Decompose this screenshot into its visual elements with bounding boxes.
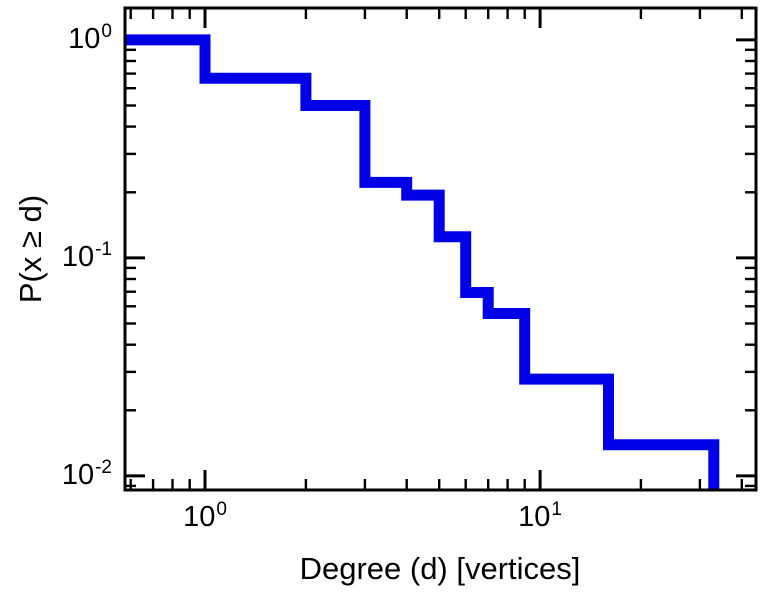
tick-exponent: -2 bbox=[95, 456, 112, 478]
y-tick-label: 10-1 bbox=[61, 238, 112, 273]
y-tick-label: 100 bbox=[68, 20, 112, 55]
x-axis-label: Degree (d) [vertices] bbox=[299, 551, 581, 586]
tick-exponent: 0 bbox=[216, 499, 227, 520]
x-tick-label: 101 bbox=[518, 499, 562, 533]
plot-frame bbox=[123, 6, 758, 492]
tick-exponent: -1 bbox=[95, 238, 112, 260]
x-tick-label: 100 bbox=[183, 499, 227, 533]
ccdf-step-line bbox=[125, 34, 720, 490]
tick-exponent: 0 bbox=[101, 20, 112, 42]
y-tick-label: 10-2 bbox=[61, 456, 112, 491]
y-axis-label: P(x ≥ d) bbox=[13, 194, 48, 304]
tick-exponent: 1 bbox=[551, 499, 562, 520]
